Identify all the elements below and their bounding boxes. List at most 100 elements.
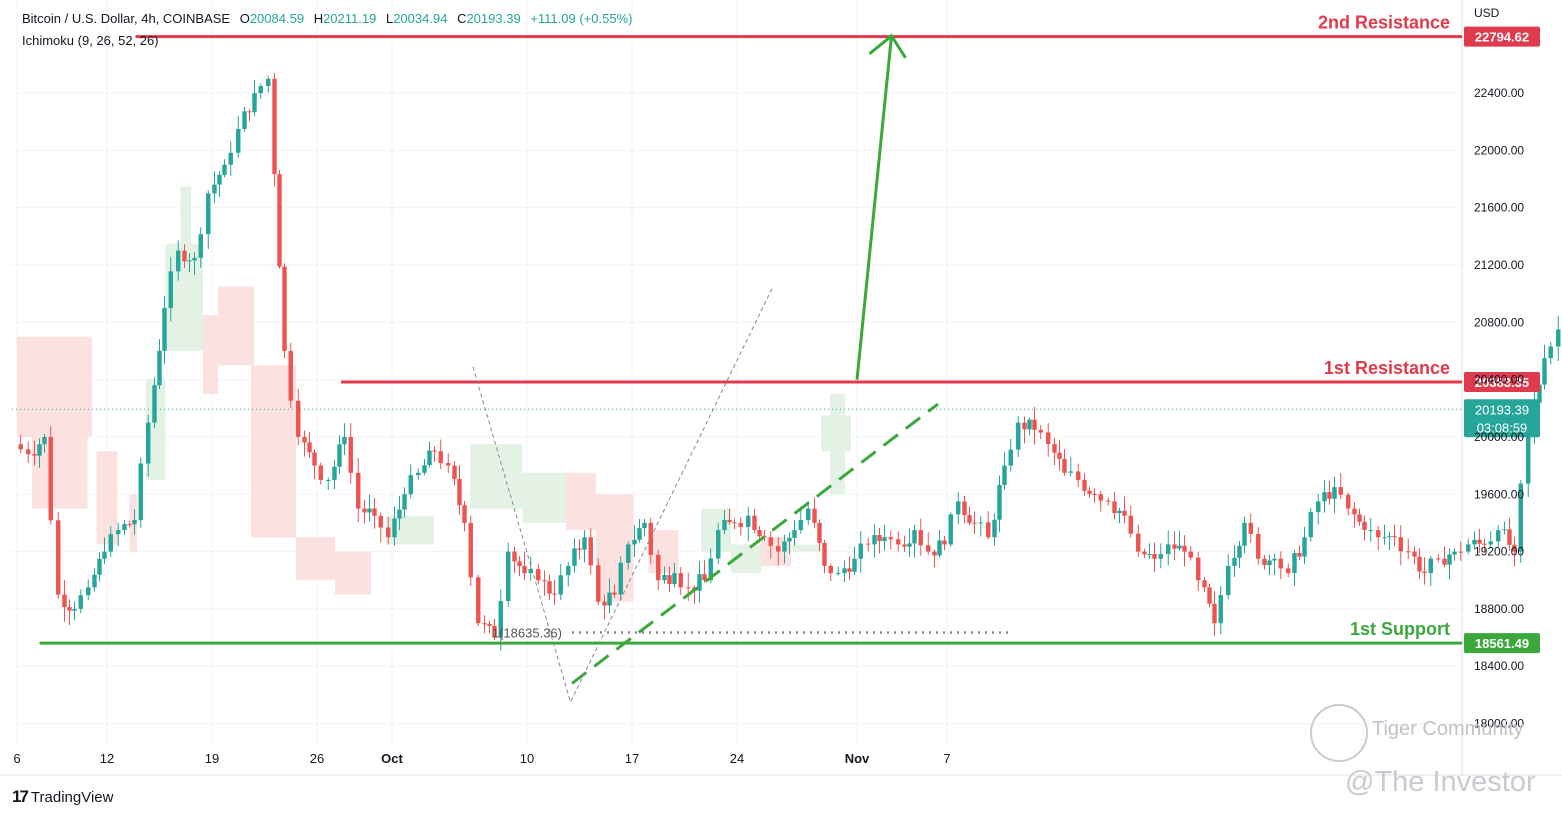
candle-body [1382, 537, 1387, 539]
candle-body [626, 544, 631, 563]
candle-body [1136, 533, 1141, 552]
candle-body [1537, 384, 1542, 403]
candle-body [498, 600, 503, 638]
level-label: 2nd Resistance [1318, 13, 1450, 33]
candle-body [176, 250, 181, 272]
indicator-row[interactable]: Ichimoku (9, 26, 52, 26) [22, 33, 159, 48]
candle-body [247, 111, 252, 113]
time-tick-label: 10 [520, 751, 534, 766]
price-axis[interactable]: 18000.00 18400.00 18800.00 19200.00 19600.00… [1474, 86, 1524, 730]
candle-body [702, 574, 707, 581]
price-tick-label: 22000.00 [1474, 143, 1524, 157]
tradingview-logo[interactable]: 17 TradingView [12, 787, 113, 807]
candle-body [37, 444, 42, 456]
candle-body [828, 565, 833, 574]
level-price-label: 22794.62 [1475, 30, 1529, 45]
candle-body [896, 539, 901, 545]
time-tick-label: 26 [310, 751, 324, 766]
candle-body [212, 184, 217, 194]
candle-body [446, 463, 451, 466]
candle-body [206, 193, 211, 235]
candle-body [152, 385, 157, 423]
candle-body [332, 466, 337, 480]
cloud-segment [335, 551, 371, 595]
candle-body [907, 543, 912, 547]
candle-body [806, 508, 811, 521]
candle-body [157, 350, 162, 386]
candle-body [1248, 522, 1253, 534]
candle-body [102, 551, 107, 559]
price-change: +111.09 (+0.55%) [530, 11, 633, 26]
candle-body [1226, 565, 1231, 596]
candle-body [547, 581, 552, 594]
candle-body [536, 568, 541, 581]
candle-body [302, 436, 307, 443]
price-levels: 2nd Resistance 22794.62 1st Resistance 2038… [12, 13, 1540, 654]
candle-body [1256, 533, 1261, 559]
candle-body [326, 479, 331, 481]
symbol-title[interactable]: Bitcoin / U.S. Dollar, 4h, COINBASE [22, 11, 231, 26]
candle-body [798, 520, 803, 531]
candle-body [116, 530, 121, 535]
chart-grid [0, 0, 1562, 776]
level-price-tag [1464, 372, 1540, 393]
candle-body [656, 554, 661, 581]
watermark-community: Tiger Community [1372, 718, 1524, 740]
candle-body [356, 472, 361, 509]
candle-body [727, 519, 732, 523]
candle-body [1518, 483, 1523, 552]
candle-body [918, 530, 923, 546]
candle-body [272, 78, 277, 175]
price-tick-label: 18400.00 [1474, 659, 1524, 673]
price-tick-label: 19200.00 [1474, 545, 1524, 559]
ichimoku-cloud [17, 186, 851, 602]
candle-body [542, 580, 547, 582]
candle-body [822, 542, 827, 566]
candle-body [782, 541, 787, 552]
candle-body [192, 257, 197, 261]
candle-body [397, 509, 402, 519]
candle-body [517, 561, 522, 567]
candle-body [847, 568, 852, 572]
candle-body [732, 522, 737, 524]
candle-body [1292, 553, 1297, 574]
candle-body [1362, 521, 1367, 531]
candle-body [1422, 571, 1427, 574]
candle-body [367, 508, 372, 513]
candle-body [1352, 508, 1357, 515]
candle-body [926, 545, 931, 552]
candle-body [312, 452, 317, 466]
candle-body [468, 522, 473, 578]
candle-body [1062, 458, 1067, 473]
candle-body [1142, 551, 1147, 555]
candle-body [972, 522, 977, 524]
candle-body [122, 524, 127, 531]
candle-body [1496, 530, 1501, 542]
candle-body [842, 568, 847, 574]
candle-body [242, 111, 247, 129]
time-axis[interactable]: 6 12 19 26 Oct 10 17 24 Nov 7 [13, 751, 950, 766]
candle-body [602, 601, 607, 606]
time-tick-label: Oct [381, 751, 403, 766]
candle-body [492, 625, 497, 638]
level-label: 1st Support [1350, 619, 1450, 639]
candle-body [1242, 522, 1247, 546]
candle-body [127, 524, 132, 526]
tradingview-mark-icon: 17 [12, 787, 29, 806]
candle-body [882, 537, 887, 542]
candle-body [452, 465, 457, 480]
candle-body [607, 592, 612, 606]
candle-body [462, 505, 467, 523]
candle-body [372, 508, 377, 516]
price-tick-label: 19600.00 [1474, 487, 1524, 501]
candle-body [1087, 490, 1092, 494]
candle-body [1172, 544, 1177, 549]
candle-body [1046, 432, 1051, 445]
candle-body [1002, 465, 1007, 486]
candle-body [962, 501, 967, 516]
candle-body [296, 400, 301, 437]
candle-body [582, 537, 587, 550]
time-tick-label: 7 [943, 751, 950, 766]
candle-body [522, 566, 527, 574]
